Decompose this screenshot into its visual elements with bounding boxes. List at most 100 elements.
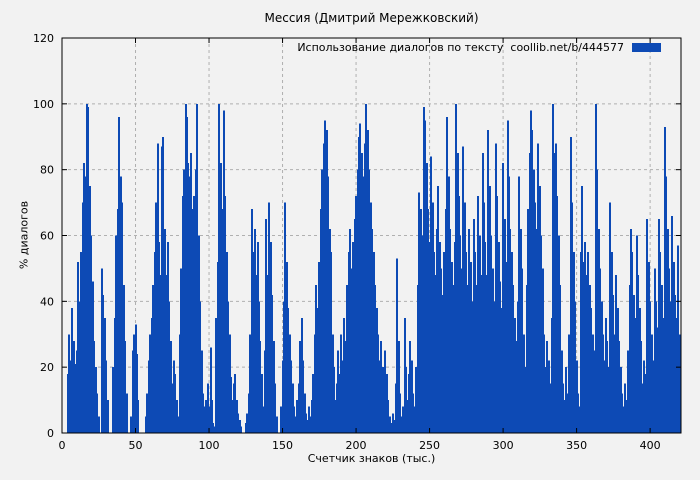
bar (83, 163, 85, 434)
bar (346, 284, 348, 433)
bar (412, 393, 414, 433)
bar (374, 284, 376, 433)
bar (462, 146, 464, 433)
bar (212, 423, 214, 433)
x-tick-label: 0 (59, 439, 66, 452)
bar (556, 196, 558, 433)
bar (280, 406, 282, 433)
bar (352, 242, 354, 433)
bar (634, 317, 636, 433)
x-tick-label: 200 (346, 439, 367, 452)
bar (118, 117, 120, 433)
bar (537, 143, 539, 434)
bar (646, 219, 648, 433)
bar (193, 196, 195, 433)
y-axis-label: % диалогов (17, 200, 31, 270)
chart-title: Мессия (Дмитрий Мережковский) (264, 11, 479, 25)
bar (440, 268, 442, 433)
bar (409, 340, 411, 433)
bar (324, 120, 326, 434)
bar (427, 209, 429, 433)
bar (546, 340, 548, 433)
bar (302, 360, 304, 433)
x-tick-label: 350 (566, 439, 587, 452)
bar (71, 307, 73, 433)
bar (365, 103, 367, 433)
bar (80, 251, 82, 433)
bar (679, 334, 681, 433)
bar (437, 186, 439, 433)
bar (268, 202, 270, 433)
bar (465, 251, 467, 433)
bar (102, 294, 104, 433)
legend-link-text: coollib.net/b/444577 (510, 40, 624, 54)
bar (593, 350, 595, 433)
bar (202, 393, 204, 433)
bar (387, 400, 389, 433)
bar (637, 275, 639, 433)
bar (484, 242, 486, 433)
bar (196, 103, 198, 433)
bar (643, 360, 645, 433)
bar (249, 334, 251, 433)
bar (662, 317, 664, 433)
bar (468, 228, 470, 433)
bar (77, 261, 79, 433)
bar (402, 406, 404, 433)
bar (599, 268, 601, 433)
bar (434, 275, 436, 433)
bar (621, 393, 623, 433)
bar (665, 176, 667, 433)
legend-label: Использование диалогов по тексту (297, 40, 504, 54)
bar (390, 423, 392, 433)
bar (618, 340, 620, 433)
bar (327, 176, 329, 433)
bar (549, 383, 551, 433)
bar (518, 176, 520, 433)
bar (334, 400, 336, 433)
bar (265, 219, 267, 433)
bar (330, 251, 332, 433)
bar (552, 103, 554, 433)
bar (415, 367, 417, 433)
y-tick-label: 120 (33, 32, 54, 45)
bar (674, 294, 676, 433)
bar (271, 294, 273, 433)
bar (596, 169, 598, 433)
bar (577, 393, 579, 433)
bar (190, 153, 192, 434)
bar (527, 209, 529, 433)
bar (96, 393, 98, 433)
bar (205, 400, 207, 433)
bar (393, 419, 395, 433)
bar (115, 235, 117, 433)
bar (531, 130, 533, 433)
bar (380, 340, 382, 433)
bar (180, 268, 182, 433)
bar (602, 334, 604, 433)
bar (515, 340, 517, 433)
bar (296, 400, 298, 433)
bar (237, 413, 239, 433)
bar (305, 413, 307, 433)
bar (565, 367, 567, 433)
bar (255, 275, 257, 433)
bar (649, 301, 651, 433)
bar (534, 202, 536, 433)
bar (218, 103, 220, 433)
bar (568, 334, 570, 433)
bar (174, 373, 176, 433)
bar (521, 268, 523, 433)
bar (362, 176, 364, 433)
bar (368, 169, 370, 433)
bar (540, 235, 542, 433)
bar (126, 393, 128, 433)
bar (340, 334, 342, 433)
bar (452, 284, 454, 433)
bar (455, 103, 457, 433)
bar (208, 406, 210, 433)
bar (130, 416, 132, 433)
bar (252, 251, 254, 433)
